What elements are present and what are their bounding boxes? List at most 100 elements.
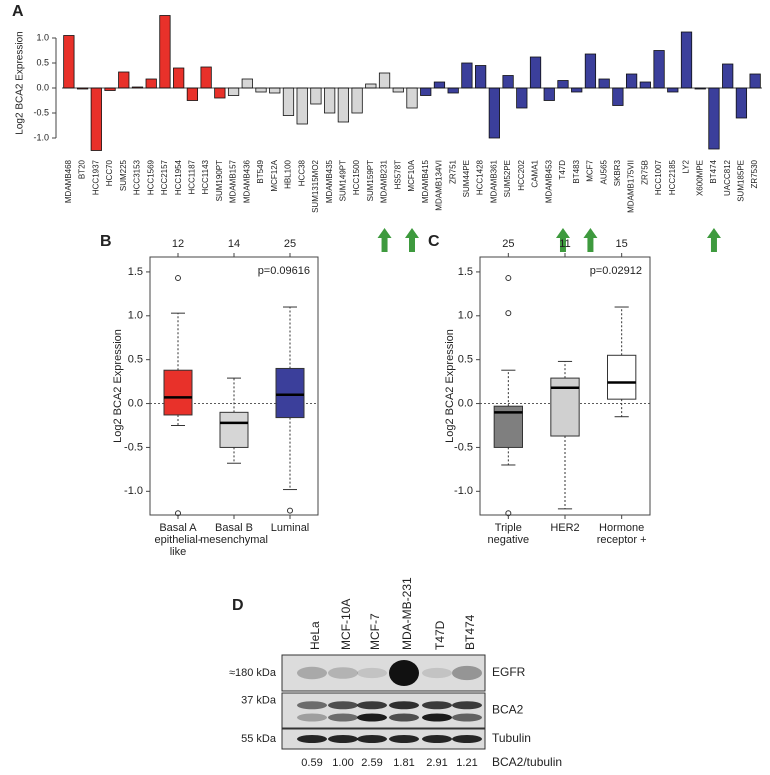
x-tick-label: MDAMB157 <box>229 159 238 203</box>
y-tick-label: -0.5 <box>454 441 473 453</box>
bar <box>735 87 748 119</box>
box <box>219 411 249 448</box>
lane-label: T47D <box>433 620 447 650</box>
bar <box>351 87 363 114</box>
x-tick-label: HCC1569 <box>146 159 155 195</box>
x-tick-label: MCF7 <box>586 159 595 181</box>
protein-label: Tubulin <box>492 731 531 745</box>
count-label: 12 <box>172 238 184 250</box>
bar <box>612 87 624 106</box>
bar <box>406 87 418 109</box>
x-tick-label: MDAMB134VI <box>435 160 444 211</box>
y-tick-label: 0.5 <box>128 354 143 366</box>
x-tick-label: CAMA1 <box>531 159 540 187</box>
blot-band <box>297 666 327 680</box>
blot-band <box>357 735 387 743</box>
outlier <box>175 275 181 282</box>
x-tick-label: HS578T <box>393 160 402 189</box>
x-tick-label: Basal B mesenchymal <box>200 522 268 546</box>
lane-label: BT474 <box>463 614 477 650</box>
y-axis-title: Log2 BCA2 Expression <box>15 31 26 134</box>
x-tick-label: HCC1007 <box>654 159 663 195</box>
x-tick-label: SUM225 <box>119 159 128 191</box>
x-tick-label: Luminal <box>270 522 310 534</box>
y-tick-label: -1.0 <box>33 132 49 142</box>
blot-band <box>328 735 358 743</box>
x-tick-label: Triple negative <box>487 522 530 546</box>
bar <box>475 65 487 89</box>
x-tick-label: MDAMB468 <box>64 159 73 203</box>
blot-band <box>452 665 482 681</box>
blot-band <box>389 735 419 743</box>
bar <box>378 72 391 89</box>
lane-label: MCF-10A <box>339 599 353 650</box>
count-label: 11 <box>559 238 570 250</box>
y-tick-label: 1.0 <box>36 32 49 42</box>
y-tick-label: 1.0 <box>128 310 143 322</box>
bar <box>63 35 75 89</box>
blot-band <box>328 701 358 710</box>
x-tick-label: HCC1428 <box>476 159 485 195</box>
x-tick-label: HCC202 <box>517 159 526 190</box>
bar <box>488 87 500 139</box>
bar <box>365 83 377 89</box>
bar <box>337 87 349 123</box>
count-label: 14 <box>228 238 240 250</box>
blot-band <box>357 667 387 679</box>
x-tick-label: ZR751 <box>448 159 457 184</box>
bar <box>557 80 569 89</box>
x-tick-label: Basal A epithelial- like <box>154 522 202 558</box>
ratio: 1.81 <box>393 757 414 769</box>
x-tick-label: SKBR3 <box>613 159 622 186</box>
bar <box>200 66 212 89</box>
x-tick-label: MDAMB361 <box>489 159 498 203</box>
bar <box>186 87 199 101</box>
ratio: 1.00 <box>332 757 353 769</box>
blot-band <box>422 701 452 710</box>
x-tick-label: HCC2157 <box>160 159 169 195</box>
bar <box>529 56 542 89</box>
x-tick-label: HCC1500 <box>352 159 361 195</box>
y-tick-label: 1.5 <box>458 266 473 278</box>
x-tick-label: LY2 <box>682 159 691 173</box>
blot-band <box>297 735 327 743</box>
outlier <box>287 507 293 514</box>
annotation: p=0.09616 <box>258 265 310 277</box>
x-tick-label: AU565 <box>599 159 608 184</box>
x-tick-label: MDAMB415 <box>421 159 430 203</box>
blot-band <box>328 667 358 679</box>
bar <box>214 87 226 99</box>
bar <box>173 67 185 89</box>
bar <box>749 73 761 89</box>
panel-letter: B <box>100 233 112 250</box>
x-tick-label: SUM52PE <box>503 160 512 197</box>
x-tick-label: T47D <box>558 160 567 180</box>
bar <box>447 87 459 94</box>
x-tick-label: ZR75B <box>640 160 649 185</box>
bar <box>722 63 734 89</box>
x-tick-label: HCC1187 <box>188 159 197 194</box>
ratio-label: BCA2/tubulin <box>492 755 562 769</box>
lane-label: MCF-7 <box>368 613 382 650</box>
bar <box>680 31 693 89</box>
blot-band <box>389 713 419 722</box>
bar <box>625 73 638 89</box>
bar <box>159 15 171 89</box>
bar <box>461 62 473 89</box>
blot-strip <box>281 692 486 729</box>
bar <box>420 87 432 96</box>
blot-band <box>452 701 482 710</box>
y-tick-label: 0.5 <box>36 57 49 67</box>
annotation: p=0.02912 <box>590 265 642 277</box>
arrow <box>706 228 721 252</box>
x-tick-label: MDAMB453 <box>544 159 553 203</box>
y-tick-label: -0.5 <box>33 107 49 117</box>
protein-label: EGFR <box>492 665 526 679</box>
bar <box>255 87 267 93</box>
bar <box>516 87 528 109</box>
x-tick-label: HCC2185 <box>668 159 677 195</box>
panel-letter: C <box>428 233 440 250</box>
x-tick-label: HCC1937 <box>91 159 100 195</box>
